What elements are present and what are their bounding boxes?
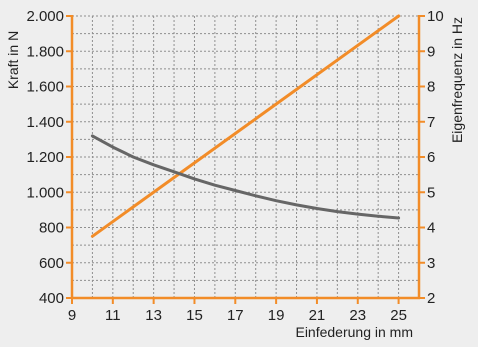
y-left-tick-label: 2.000	[26, 8, 64, 25]
y-left-tick-label: 1.400	[26, 114, 64, 131]
x-tick-label: 23	[349, 307, 366, 324]
y-left-tick-label: 1.600	[26, 79, 64, 96]
y-left-tick-label: 400	[39, 290, 64, 307]
y-right-tick-label: 8	[427, 79, 435, 96]
y-axis-left-title: Kraft in N	[5, 31, 21, 89]
x-tick-label: 15	[186, 307, 203, 324]
axes	[66, 15, 425, 304]
y-left-tick-label: 600	[39, 255, 64, 272]
y-left-tick-label: 1.000	[26, 184, 64, 201]
y-left-tick-label: 800	[39, 220, 64, 237]
y-right-tick-label: 2	[427, 290, 435, 307]
series-line-kraft	[90, 14, 401, 238]
y-right-tick-label: 10	[427, 8, 444, 25]
x-tick-label: 21	[309, 307, 326, 324]
y-right-tick-label: 9	[427, 43, 435, 60]
x-tick-label: 11	[105, 307, 121, 324]
series-layer	[90, 14, 401, 238]
x-tick-label: 9	[68, 307, 76, 324]
y-right-tick-label: 6	[427, 149, 435, 166]
x-axis-title: Einfederung in mm	[295, 324, 413, 340]
y-left-tick-label: 1.800	[26, 43, 64, 60]
y-axis-right-title: Eigenfrequenz in Hz	[449, 17, 465, 143]
x-tick-label: 17	[227, 307, 244, 324]
series-line-eigenfrequenz	[90, 134, 401, 220]
x-tick-label: 19	[268, 307, 285, 324]
tick-labels: 9 11 13 15 17 19 21 23 254006008001.0001.2001.40…	[26, 8, 443, 324]
y-right-tick-label: 5	[427, 184, 435, 201]
x-tick-label: 13	[145, 307, 162, 324]
grid	[72, 15, 419, 298]
y-right-tick-label: 4	[427, 220, 435, 237]
y-right-tick-label: 7	[427, 114, 435, 131]
y-right-tick-label: 3	[427, 255, 435, 272]
x-tick-label: 25	[390, 307, 407, 324]
y-left-tick-label: 1.200	[26, 149, 64, 166]
